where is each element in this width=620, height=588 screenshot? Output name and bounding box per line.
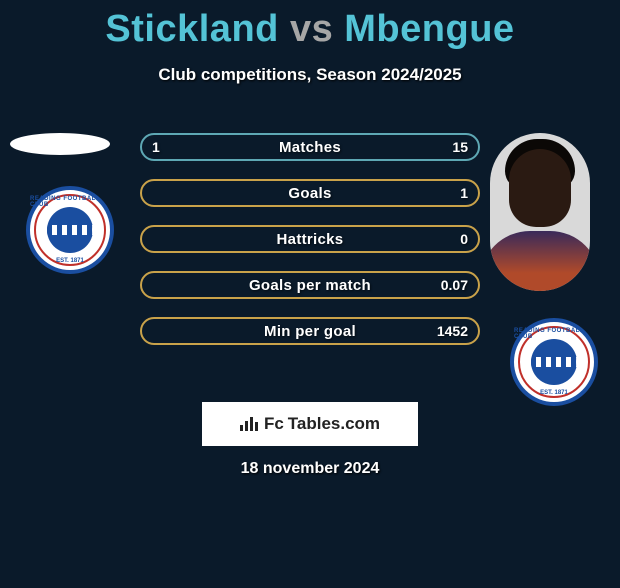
stats-table: 1 Matches 15 Goals 1 Hattricks 0 Goals per matc… (140, 133, 480, 363)
stat-label: Goals per match (249, 277, 371, 294)
stat-right-value: 1452 (437, 323, 468, 339)
stat-row: Hattricks 0 (140, 225, 480, 253)
badge-bottom-text: EST. 1871 (540, 390, 568, 396)
stat-left-value: 1 (152, 139, 160, 155)
brand-suffix: Tables.com (288, 414, 380, 434)
bars-icon (240, 417, 258, 431)
stat-row: 1 Matches 15 (140, 133, 480, 161)
badge-bottom-text: EST. 1871 (56, 258, 84, 264)
player2-club-badge: READING FOOTBALL CLUB EST. 1871 (510, 318, 598, 406)
badge-inner-icon (47, 207, 93, 253)
vs-text: vs (290, 8, 333, 50)
stat-right-value: 1 (460, 185, 468, 201)
comparison-title: Stickland vs Mbengue (0, 8, 620, 51)
player2-shirt (490, 231, 590, 291)
player1-photo (10, 133, 110, 155)
stat-row: Goals per match 0.07 (140, 271, 480, 299)
stat-row: Goals 1 (140, 179, 480, 207)
stat-row: Min per goal 1452 (140, 317, 480, 345)
player2-photo (490, 133, 590, 291)
stat-right-value: 0.07 (441, 277, 468, 293)
stat-label: Matches (279, 139, 341, 156)
player2-name: Mbengue (344, 8, 514, 50)
player2-head (509, 149, 571, 227)
player1-club-badge: READING FOOTBALL CLUB EST. 1871 (26, 186, 114, 274)
stat-label: Goals (288, 185, 331, 202)
player1-name: Stickland (105, 8, 278, 50)
brand-prefix: Fc (264, 414, 284, 434)
subtitle: Club competitions, Season 2024/2025 (0, 65, 620, 85)
badge-inner-icon (531, 339, 577, 385)
comparison-date: 18 november 2024 (0, 460, 620, 478)
stat-right-value: 15 (452, 139, 468, 155)
brand-logo: FcTables.com (240, 414, 380, 434)
footer-brand-box: FcTables.com (202, 402, 418, 446)
stat-right-value: 0 (460, 231, 468, 247)
stat-label: Min per goal (264, 323, 356, 340)
stat-label: Hattricks (277, 231, 344, 248)
